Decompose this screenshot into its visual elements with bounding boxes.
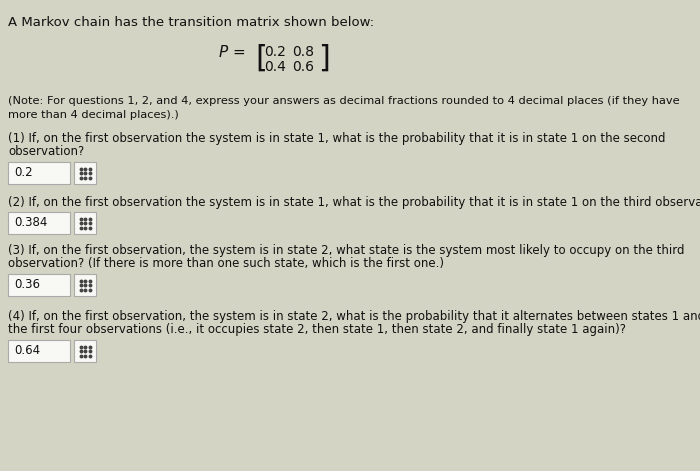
FancyBboxPatch shape <box>8 274 70 296</box>
Text: more than 4 decimal places).): more than 4 decimal places).) <box>8 110 178 120</box>
Text: 0.2: 0.2 <box>264 45 286 59</box>
Text: 0.2: 0.2 <box>14 167 33 179</box>
Text: (2) If, on the first observation the system is in state 1, what is the probabili: (2) If, on the first observation the sys… <box>8 196 700 209</box>
FancyBboxPatch shape <box>74 212 96 234</box>
Text: (1) If, on the first observation the system is in state 1, what is the probabili: (1) If, on the first observation the sys… <box>8 132 666 145</box>
Text: 0.6: 0.6 <box>292 60 314 74</box>
Text: (Note: For questions 1, 2, and 4, express your answers as decimal fractions roun: (Note: For questions 1, 2, and 4, expres… <box>8 96 680 106</box>
FancyBboxPatch shape <box>8 340 70 362</box>
FancyBboxPatch shape <box>8 212 70 234</box>
Text: 0.36: 0.36 <box>14 278 40 292</box>
Text: (4) If, on the first observation, the system is in state 2, what is the probabil: (4) If, on the first observation, the sy… <box>8 310 700 323</box>
FancyBboxPatch shape <box>74 274 96 296</box>
Text: observation?: observation? <box>8 145 84 158</box>
Text: 0.64: 0.64 <box>14 344 40 357</box>
Text: $P\, =$: $P\, =$ <box>218 44 246 60</box>
Text: 0.384: 0.384 <box>14 217 48 229</box>
Text: the first four observations (i.e., it occupies state 2, then state 1, then state: the first four observations (i.e., it oc… <box>8 323 626 336</box>
FancyBboxPatch shape <box>8 162 70 184</box>
Text: 0.4: 0.4 <box>264 60 286 74</box>
FancyBboxPatch shape <box>74 162 96 184</box>
Text: 0.8: 0.8 <box>292 45 314 59</box>
Text: A Markov chain has the transition matrix shown below:: A Markov chain has the transition matrix… <box>8 16 374 29</box>
Text: observation? (If there is more than one such state, which is the first one.): observation? (If there is more than one … <box>8 257 444 270</box>
Text: [: [ <box>255 44 267 73</box>
Text: ]: ] <box>318 44 330 73</box>
FancyBboxPatch shape <box>74 340 96 362</box>
Text: (3) If, on the first observation, the system is in state 2, what state is the sy: (3) If, on the first observation, the sy… <box>8 244 685 257</box>
